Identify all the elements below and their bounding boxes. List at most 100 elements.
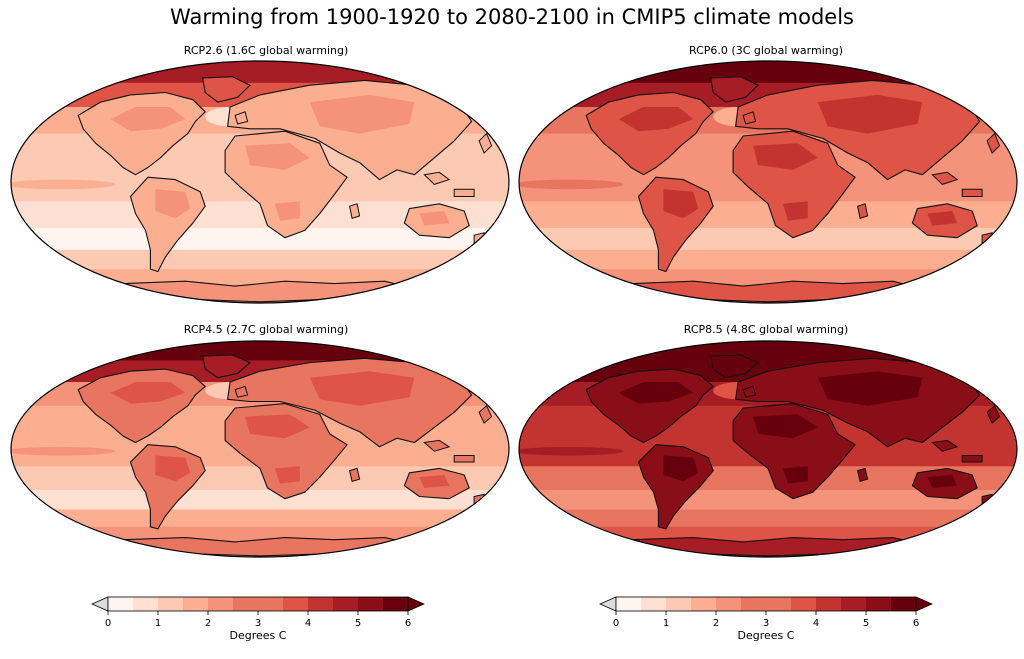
hotspot-australia xyxy=(419,211,450,226)
hotspot-asia xyxy=(309,94,415,134)
hotspot-australia xyxy=(927,474,958,488)
ocean-band xyxy=(11,341,509,361)
colorbar-segment xyxy=(208,597,234,611)
colorbar-segment xyxy=(283,597,309,611)
coastline-samerica xyxy=(637,176,714,273)
colorbar-right: 0 1 2 3 4 5 6 xyxy=(599,596,933,629)
coastline-namerica xyxy=(77,91,206,176)
colorbar-segment xyxy=(333,597,359,611)
island xyxy=(962,455,983,462)
hotspot-namerica xyxy=(618,382,694,404)
map-rcp45 xyxy=(10,340,510,558)
panel-title-rcp45: RCP4.5 (2.7C global warming) xyxy=(183,323,349,336)
colorbar-tick-label: 0 xyxy=(613,618,619,629)
coastline-australia xyxy=(403,203,470,239)
island xyxy=(743,111,756,124)
coastline-island xyxy=(961,455,983,463)
island xyxy=(454,189,475,197)
ocean-band xyxy=(519,490,1017,510)
coastline-island xyxy=(931,171,959,185)
island xyxy=(962,189,983,197)
coastline-namerica xyxy=(585,368,714,444)
coastline-australia xyxy=(403,467,470,500)
colorbar-label-right: Degrees C xyxy=(737,629,795,642)
hotspot-africa xyxy=(245,143,310,170)
coastline-island xyxy=(857,467,869,483)
page-title: Warming from 1900-1920 to 2080-2100 in C… xyxy=(170,5,854,29)
colorbar-label-left: Degrees C xyxy=(229,629,287,642)
hotspot-samerica xyxy=(663,189,699,219)
colorbar-segment xyxy=(841,597,867,611)
coastline-island xyxy=(742,111,757,125)
hotspot-namerica xyxy=(618,107,694,132)
colorbar-extend-min xyxy=(91,596,109,612)
map-border xyxy=(518,60,1018,304)
colorbar-tick-label: 1 xyxy=(155,618,161,629)
ocean-band xyxy=(519,249,1017,270)
coastline-africa xyxy=(224,403,348,500)
coastline-australia xyxy=(911,203,978,239)
hotspot-australia xyxy=(419,474,450,488)
coastline-island xyxy=(961,188,983,197)
coastline-island xyxy=(423,171,451,185)
colorbar-segment xyxy=(716,597,742,611)
coastline-namerica xyxy=(77,368,206,444)
colorbar-segment xyxy=(258,597,284,611)
coastline-island xyxy=(478,404,493,424)
colorbar-segment xyxy=(383,597,409,611)
coastline-island xyxy=(986,404,1001,424)
colorbar-segment xyxy=(766,597,792,611)
colorbar-extend-min xyxy=(599,596,617,612)
pacific-warm-streak xyxy=(519,446,624,456)
colorbar-segment xyxy=(158,597,184,611)
coastline-island xyxy=(453,455,475,463)
colorbar-tick-label: 5 xyxy=(863,618,869,629)
coastline-greenland xyxy=(710,76,759,103)
coastline-eurasia xyxy=(735,357,981,448)
colorbar-segment xyxy=(791,597,817,611)
hotspot-africa xyxy=(753,414,818,439)
island xyxy=(349,468,360,482)
colorbar-tick-label: 6 xyxy=(405,618,411,629)
ocean-band xyxy=(11,61,509,84)
colorbar-segment xyxy=(691,597,717,611)
coastline-island xyxy=(986,132,1001,154)
coastline-island xyxy=(349,203,361,219)
colorbar-left: 0 1 2 3 4 5 6 xyxy=(91,596,425,629)
hotspot-namerica xyxy=(110,107,186,132)
coastline-africa xyxy=(224,130,348,239)
colorbar-segment xyxy=(616,597,642,611)
hotspot-africa2 xyxy=(782,466,808,484)
island xyxy=(235,111,248,124)
colorbar-segment xyxy=(358,597,384,611)
coastline-island xyxy=(742,385,757,398)
land-greenland xyxy=(202,355,250,378)
colorbar-tick-label: 1 xyxy=(663,618,669,629)
hotspot-samerica xyxy=(663,455,699,482)
colorbar-segment xyxy=(233,597,259,611)
hotspot-africa2 xyxy=(782,201,808,221)
coastline-island xyxy=(931,439,959,452)
ocean-band xyxy=(11,249,509,270)
land-greenland xyxy=(710,355,758,378)
map-border xyxy=(518,340,1018,558)
ocean-band xyxy=(11,490,509,510)
colorbar-segment xyxy=(741,597,767,611)
pacific-warm-streak xyxy=(11,446,116,456)
colorbar-segment xyxy=(866,597,892,611)
colorbar-segment xyxy=(666,597,692,611)
coastline-island xyxy=(234,385,249,398)
colorbar-segment xyxy=(133,597,159,611)
land-greenland xyxy=(710,76,758,103)
colorbar-segment xyxy=(183,597,209,611)
coastline-namerica xyxy=(585,91,714,176)
panel-title-rcp60: RCP6.0 (3C global warming) xyxy=(689,44,843,57)
coastline-island xyxy=(349,467,361,483)
colorbar-extend-max xyxy=(915,596,933,612)
pacific-warm-streak xyxy=(519,179,624,190)
colorbar-tick-label: 3 xyxy=(255,618,261,629)
map-rcp85 xyxy=(518,340,1018,558)
colorbar-extend-max xyxy=(407,596,425,612)
map-border xyxy=(10,60,510,304)
coastline-greenland xyxy=(202,76,251,103)
